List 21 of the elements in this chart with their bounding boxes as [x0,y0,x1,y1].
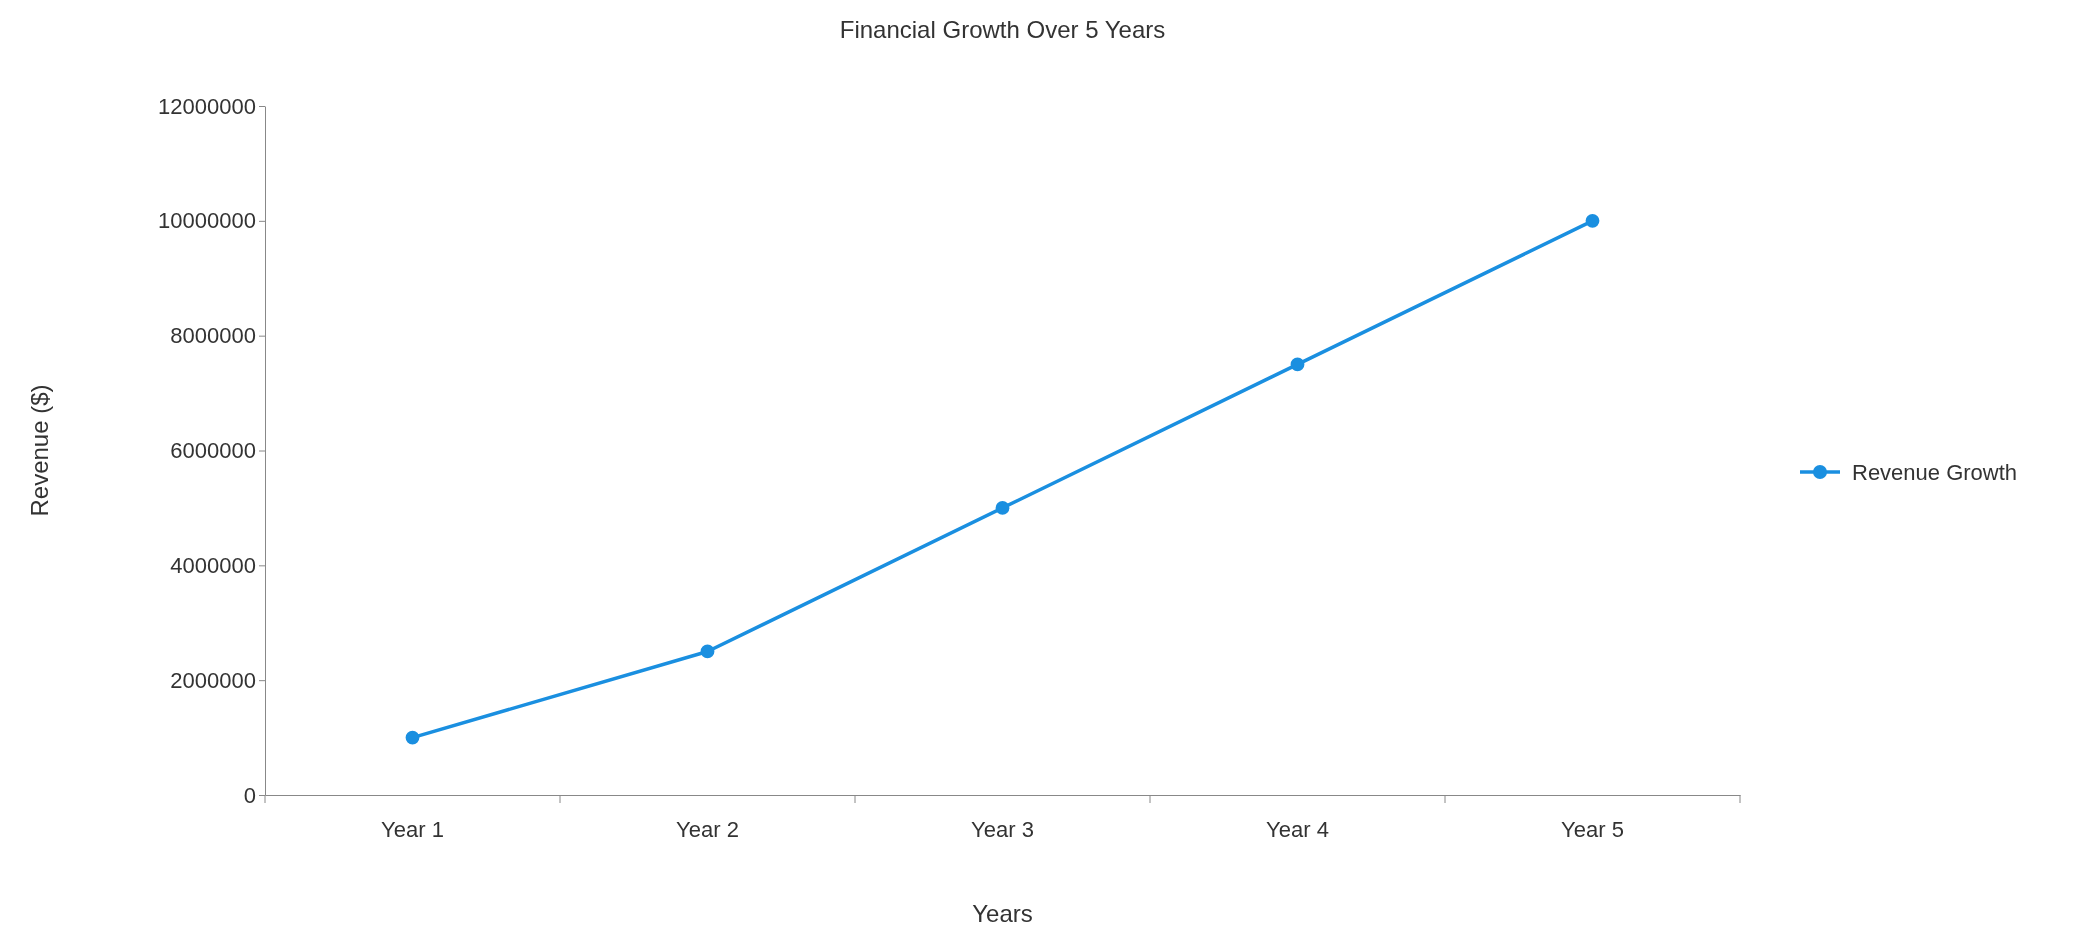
x-tick-label: Year 2 [676,816,739,842]
x-axis-title: Years [972,900,1033,927]
point [700,644,715,659]
y-tick-label: 6000000 [170,438,256,464]
y-tick-label: 0 [243,782,256,808]
y-tick-label: 12000000 [158,93,256,119]
y-axis-title: Revenue ($) [26,384,53,517]
point [1290,357,1305,372]
point [405,730,420,745]
legend-label: Revenue Growth [1852,460,2018,485]
x-tick-label: Year 4 [1266,816,1329,842]
x-tick-label: Year 3 [971,816,1034,842]
chart-title: Financial Growth Over 5 Years [839,16,1166,43]
y-tick-label: 10000000 [158,208,256,234]
y-tick-label: 2000000 [170,667,256,693]
x-tick-label: Year 5 [1561,816,1624,842]
x-tick-label: Year 1 [381,816,444,842]
point [995,501,1010,515]
y-tick-label: 4000000 [170,552,256,578]
y-tick-label: 8000000 [170,323,256,349]
point [1585,213,1600,228]
